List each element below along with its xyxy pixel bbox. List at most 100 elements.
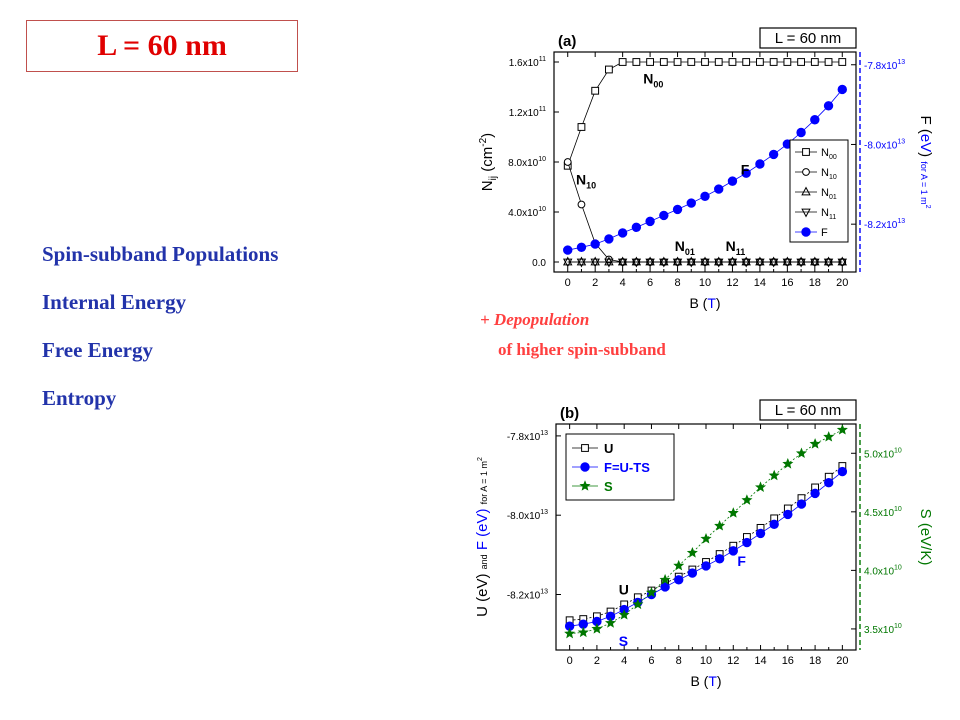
- a-data-point-4: [686, 198, 696, 208]
- b-data-point-1: [824, 477, 834, 488]
- a-data-point-3: [796, 258, 806, 268]
- b-y-left-axis-title: U (eV) and F (eV) for A = 1 m2: [474, 457, 491, 617]
- a-data-point-4: [768, 149, 779, 160]
- b-legend-marker: [581, 444, 589, 452]
- a-y-right-tick-label: -7.8x1013: [864, 59, 905, 72]
- a-legend-marker: [801, 227, 811, 237]
- a-data-point-3: [576, 258, 587, 268]
- a-data-point-4: [563, 245, 573, 255]
- b-data-point-2: [741, 494, 753, 505]
- b-data-point-2: [632, 598, 644, 610]
- b-x-tick-label: 14: [754, 655, 766, 667]
- b-data-point-2: [577, 626, 589, 638]
- a-data-point-4: [700, 191, 710, 201]
- b-data-point-2: [686, 547, 698, 558]
- a-x-tick-label: 4: [620, 277, 626, 289]
- a-legend-entry: F: [821, 227, 828, 239]
- a-legend-marker: [801, 208, 811, 218]
- a-data-point-2: [755, 256, 765, 266]
- b-x-tick-label: 20: [836, 655, 848, 667]
- b-data-point-2: [809, 438, 821, 449]
- b-legend-entry: S: [604, 479, 613, 494]
- b-x-tick-label: 2: [594, 655, 600, 667]
- topic-internal-energy: Internal Energy: [42, 290, 187, 314]
- a-x-tick-label: 10: [699, 277, 711, 289]
- a-box-label: L = 60 nm: [775, 30, 842, 47]
- a-data-point-0: [797, 58, 805, 66]
- a-annotation: N01: [675, 238, 695, 257]
- b-data-point-2: [618, 609, 630, 620]
- a-data-point-4: [755, 159, 765, 169]
- a-data-point-3: [713, 258, 724, 268]
- a-data-point-3: [755, 258, 765, 268]
- a-data-point-2: [645, 256, 655, 266]
- b-box-label-frame: [759, 399, 857, 421]
- a-data-point-0: [769, 58, 778, 66]
- a-data-point-0: [783, 58, 792, 66]
- a-data-point-0: [687, 58, 696, 66]
- b-x-axis-title: B (T): [690, 673, 721, 689]
- a-data-point-1: [577, 200, 586, 209]
- b-x-tick-label: 16: [782, 655, 794, 667]
- a-y-left-tick-label: 4.0x1010: [508, 206, 546, 219]
- a-x-tick-label: 20: [836, 277, 848, 289]
- b-legend-entry: U: [604, 441, 613, 456]
- a-annotation: F: [741, 162, 750, 178]
- a-legend-marker: [802, 168, 810, 176]
- a-data-point-3: [645, 258, 655, 268]
- a-data-point-2: [810, 256, 820, 266]
- a-data-point-2: [768, 256, 779, 266]
- b-y-left-tick-label: -8.2x1013: [507, 588, 548, 601]
- slide-title-box: L = 60 nm: [26, 20, 298, 72]
- b-x-tick-label: 6: [648, 655, 654, 667]
- b-data-point-2: [564, 627, 576, 639]
- a-data-point-2: [782, 256, 793, 266]
- a-data-point-4: [823, 101, 834, 111]
- b-data-point-2: [823, 431, 835, 442]
- a-x-axis-title: B (T): [689, 295, 720, 311]
- b-data-point-2: [795, 447, 807, 458]
- a-box-label-frame: [759, 27, 857, 49]
- depopulation-note-line2: of higher spin-subband: [498, 340, 666, 359]
- b-data-point-2: [727, 507, 739, 518]
- a-data-point-0: [728, 58, 737, 66]
- a-y-right-title-group: F (eV) for A = 1 m2: [917, 115, 934, 208]
- a-data-point-3: [659, 258, 669, 268]
- b-data-point-1: [810, 488, 820, 499]
- b-data-point-1: [783, 509, 793, 520]
- a-data-point-4: [645, 216, 655, 227]
- a-data-point-0: [742, 58, 751, 66]
- b-data-point-2: [700, 533, 712, 544]
- a-data-point-3: [823, 258, 834, 268]
- a-data-point-2: [590, 256, 600, 266]
- a-data-point-0: [714, 58, 723, 66]
- b-y-right-tick-label: 3.5x1010: [864, 623, 902, 636]
- a-x-tick-label: 14: [754, 277, 766, 289]
- a-data-point-0: [701, 58, 709, 66]
- a-data-point-4: [590, 239, 600, 249]
- a-x-tick-label: 6: [647, 277, 653, 289]
- b-x-tick-label: 12: [727, 655, 739, 667]
- a-data-point-3: [672, 258, 683, 268]
- a-data-point-4: [810, 115, 820, 125]
- a-x-tick-label: 2: [592, 277, 598, 289]
- a-legend-entry: N10: [821, 167, 837, 181]
- a-data-point-2: [700, 256, 710, 266]
- a-data-point-2: [631, 256, 642, 266]
- b-data-point-2: [645, 586, 657, 598]
- a-x-tick-label: 16: [781, 277, 793, 289]
- topic-entropy: Entropy: [42, 386, 117, 410]
- a-data-point-3: [782, 258, 793, 268]
- a-data-point-2: [672, 256, 683, 266]
- a-y-right-tick-label: -8.0x1013: [864, 138, 905, 151]
- a-data-point-2: [686, 256, 697, 266]
- a-data-point-2: [617, 256, 628, 266]
- a-data-point-4: [631, 222, 642, 233]
- a-annotation: N10: [576, 172, 596, 191]
- b-y-right-tick-label: 5.0x1010: [864, 447, 902, 460]
- b-data-point-2: [782, 458, 794, 469]
- a-data-point-2: [837, 256, 848, 266]
- a-y-right-axis-title: F (eV) for A = 1 m2: [917, 115, 934, 208]
- a-data-point-4: [727, 176, 738, 186]
- a-annotation: N11: [726, 238, 746, 257]
